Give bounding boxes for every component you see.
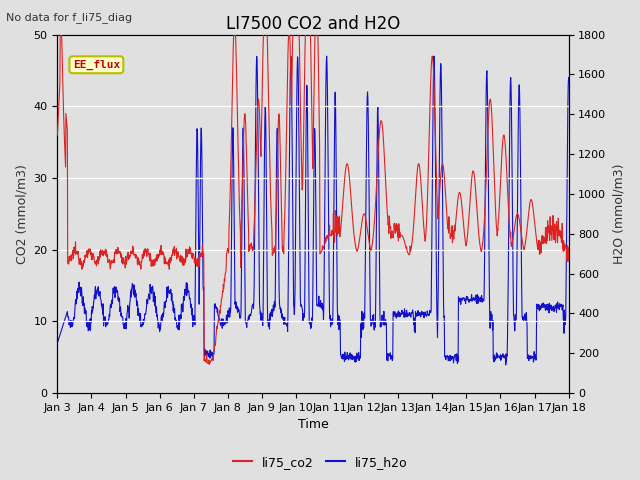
X-axis label: Time: Time <box>298 419 328 432</box>
Title: LI7500 CO2 and H2O: LI7500 CO2 and H2O <box>226 15 400 33</box>
Text: No data for f_li75_diag: No data for f_li75_diag <box>6 12 132 23</box>
Text: EE_flux: EE_flux <box>73 60 120 70</box>
Y-axis label: H2O (mmol/m3): H2O (mmol/m3) <box>612 164 625 264</box>
Y-axis label: CO2 (mmol/m3): CO2 (mmol/m3) <box>15 164 28 264</box>
Legend: li75_co2, li75_h2o: li75_co2, li75_h2o <box>228 451 412 474</box>
